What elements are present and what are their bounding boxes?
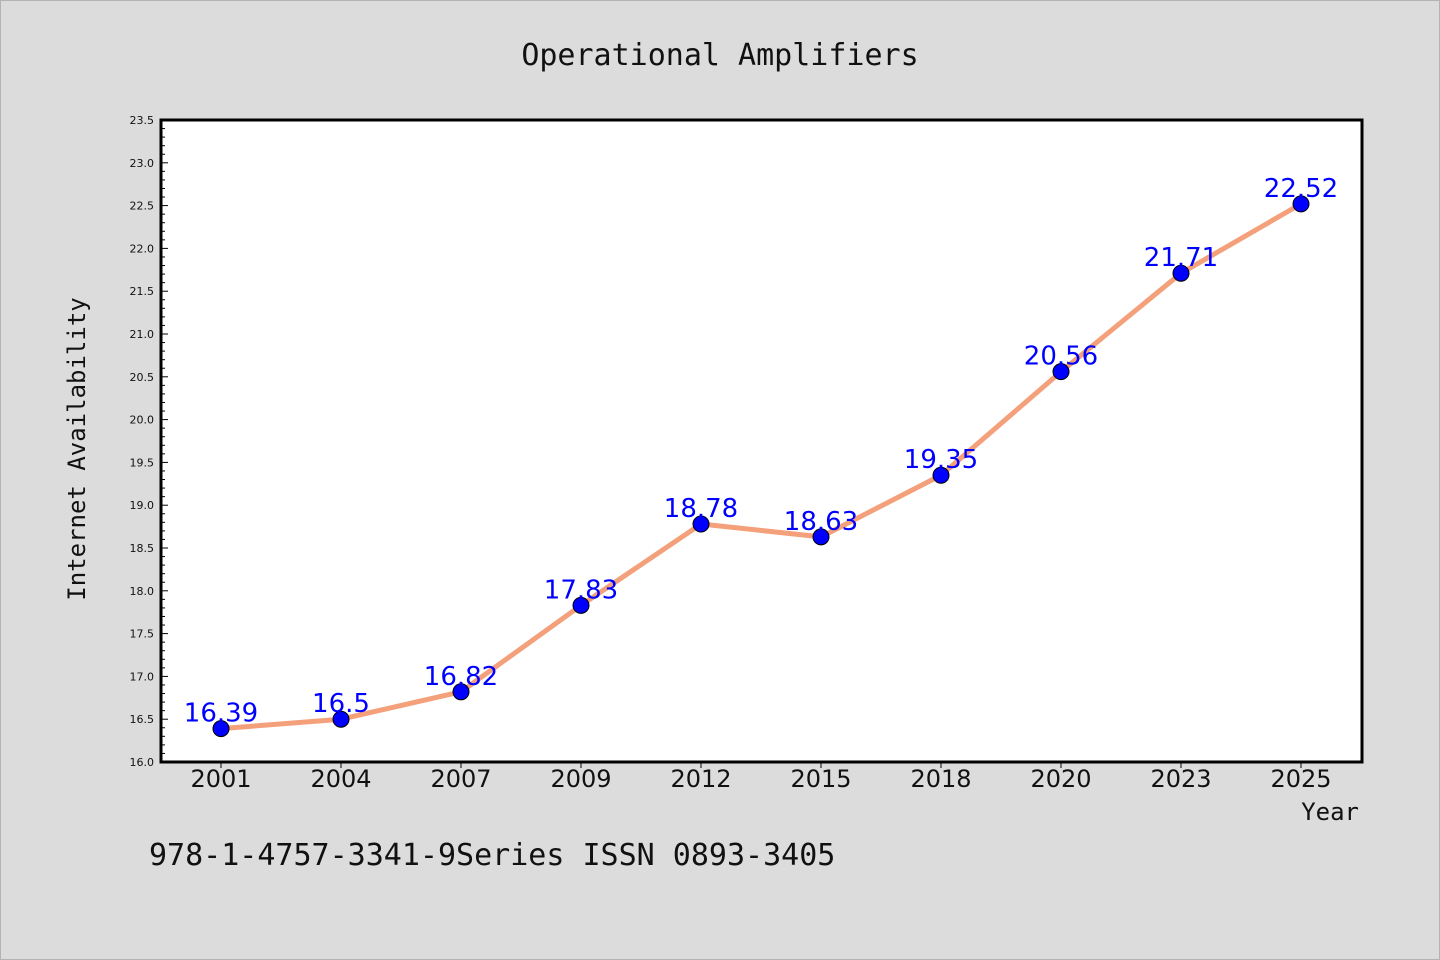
data-label: 21.71 bbox=[1144, 243, 1218, 273]
y-tick-label: 20.5 bbox=[130, 371, 155, 384]
series-group bbox=[212, 195, 1310, 738]
y-tick-label: 23.5 bbox=[130, 114, 155, 127]
data-label: 16.82 bbox=[424, 662, 498, 692]
data-label: 20.56 bbox=[1024, 342, 1098, 372]
data-label: 17.83 bbox=[544, 575, 618, 605]
series-line bbox=[220, 201, 1303, 732]
y-axis-label: Internet Availability bbox=[63, 297, 91, 600]
y-tick-label: 23.0 bbox=[130, 157, 155, 170]
y-tick-label: 17.0 bbox=[130, 670, 155, 683]
data-label: 18.63 bbox=[784, 507, 858, 537]
y-tick-label: 18.5 bbox=[130, 542, 155, 555]
data-point bbox=[692, 515, 710, 533]
data-label: 16.39 bbox=[184, 699, 258, 729]
data-point bbox=[1172, 264, 1190, 282]
x-tick-label: 2012 bbox=[670, 765, 731, 793]
y-tick-label: 22.5 bbox=[130, 200, 155, 213]
data-label: 16.5 bbox=[312, 689, 370, 719]
data-label: 19.35 bbox=[904, 445, 978, 475]
data-point bbox=[572, 596, 590, 614]
y-tick-label: 21.0 bbox=[130, 328, 155, 341]
data-point bbox=[1292, 195, 1310, 213]
x-axis-label: Year bbox=[1301, 798, 1359, 826]
data-point bbox=[332, 710, 350, 728]
x-tick-label: 2025 bbox=[1270, 765, 1331, 793]
y-tick-label: 16.0 bbox=[130, 756, 155, 769]
data-point bbox=[212, 720, 230, 738]
data-point bbox=[812, 528, 830, 546]
plot-area bbox=[159, 118, 1364, 764]
x-tick-label: 2004 bbox=[310, 765, 371, 793]
y-tick-label: 16.5 bbox=[130, 713, 155, 726]
y-tick-label: 22.0 bbox=[130, 242, 155, 255]
y-tick-label: 17.5 bbox=[130, 628, 155, 641]
x-tick-label: 2023 bbox=[1150, 765, 1211, 793]
data-label: 22.52 bbox=[1264, 174, 1338, 204]
y-tick-label: 18.0 bbox=[130, 585, 155, 598]
y-axis: 16.0 16.5 17.0 17.5 18.0 18.5 19.0 19.5 20.0 20.5… bbox=[130, 114, 168, 769]
data-labels: 16.39 16.5 16.82 17.83 18.78 18.63 19.35 20.56 2… bbox=[184, 174, 1338, 729]
data-label: 18.78 bbox=[664, 494, 738, 524]
chart-title: Operational Amplifiers bbox=[521, 38, 918, 73]
x-tick-label: 2001 bbox=[190, 765, 251, 793]
data-point bbox=[452, 683, 470, 701]
footer-text: 978-1-4757-3341-9Series ISSN 0893-3405 bbox=[149, 838, 835, 873]
x-tick-label: 2007 bbox=[430, 765, 491, 793]
y-tick-label: 19.5 bbox=[130, 456, 155, 469]
y-tick-label: 21.5 bbox=[130, 285, 155, 298]
y-tick-label: 19.0 bbox=[130, 499, 155, 512]
y-tick-label: 20.0 bbox=[130, 414, 155, 427]
x-tick-label: 2018 bbox=[910, 765, 971, 793]
x-tick-label: 2020 bbox=[1030, 765, 1091, 793]
x-tick-label: 2015 bbox=[790, 765, 851, 793]
x-axis: 2001 2004 2007 2009 2012 2015 2018 2020 2023 2025 bbox=[190, 762, 1332, 793]
x-tick-label: 2009 bbox=[550, 765, 611, 793]
data-point bbox=[1052, 363, 1070, 381]
data-point bbox=[932, 466, 950, 484]
